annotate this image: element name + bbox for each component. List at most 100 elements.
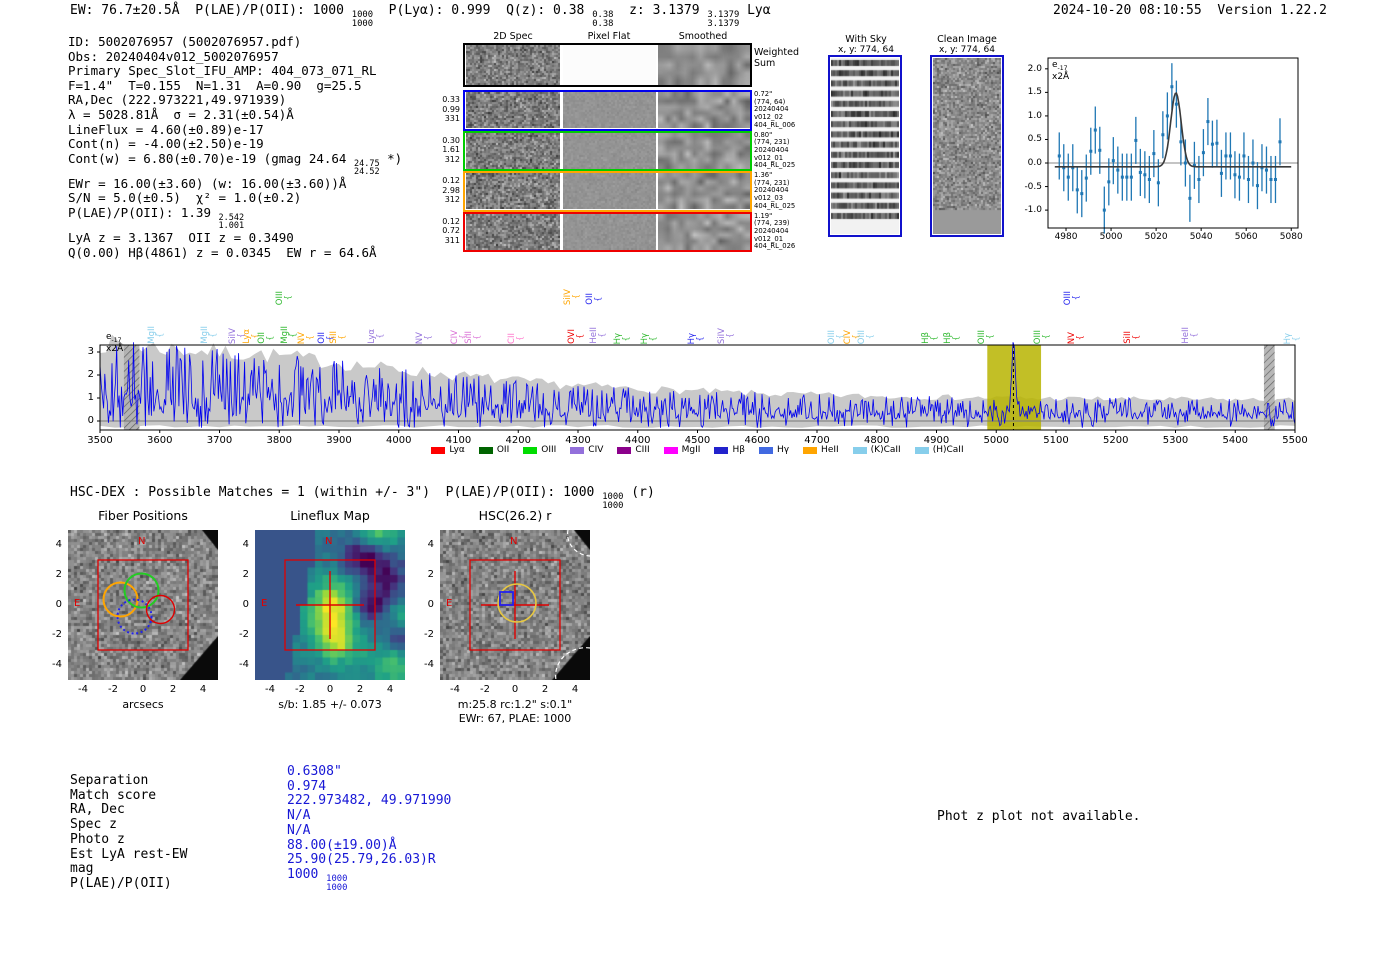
- emission-line-label: SiIV{: [716, 327, 735, 344]
- y-tick-label: 4: [427, 539, 434, 550]
- cutout-title: Lineflux Map: [290, 508, 370, 523]
- line-label-row: MgII{MgII{SiIV{Lyα{OII{OIII{MgII{NV{OII{…: [0, 268, 1400, 345]
- cutout-caption: m:25.8 rc:1.2" s:0.1": [457, 698, 573, 711]
- emission-line-label: CIV{: [843, 329, 861, 344]
- emission-line-label: Hγ{: [639, 332, 657, 344]
- x-tick-label: 3500: [87, 435, 113, 446]
- spec2d-row-pixelflat-image: [563, 173, 656, 209]
- emission-line-label: Hγ{: [1282, 332, 1300, 344]
- emission-line-label: OIII{: [826, 329, 844, 344]
- y-tick-label: 2: [242, 569, 249, 580]
- spectrum-legend: Lyα OII OIII CIV CIII MgII Hβ Hγ HeII (K)CaII (H)C…: [100, 445, 1295, 455]
- x-tick-label: 4400: [625, 435, 651, 446]
- legend-swatch: [478, 446, 493, 454]
- info-line: Obs: 20240404v012_5002076957: [68, 48, 279, 64]
- compass-east-label: E: [74, 598, 81, 609]
- legend-item: OIII: [523, 445, 556, 455]
- emission-line-label: NV{: [296, 331, 314, 344]
- x-tick-label: 5300: [1162, 435, 1189, 446]
- legend-item: Hβ: [714, 445, 745, 455]
- x-tick-label: 5000: [983, 435, 1009, 446]
- y-tick-label: 4: [242, 539, 249, 550]
- y-tick-label: 0.5: [1027, 134, 1042, 145]
- x-tick-label: 5040: [1189, 232, 1213, 242]
- lineflux-map-image: [255, 530, 405, 680]
- x-tick-label: 4800: [864, 435, 890, 446]
- spec2d-row-2dspec-image: [466, 92, 560, 128]
- clean-image: [933, 58, 1001, 234]
- info-line: LineFlux = 4.60(±0.89)e-17: [68, 121, 264, 137]
- x-tick-label: 4: [386, 684, 394, 695]
- x-tick-label: 5060: [1234, 232, 1258, 242]
- y-tick-label: -4: [424, 659, 434, 670]
- legend-item: Hγ: [758, 445, 789, 455]
- weighted-sum-label: Weighted Sum: [754, 47, 799, 69]
- x-tick-label: 2: [169, 684, 177, 695]
- emission-line-label: Lyα{: [241, 329, 260, 344]
- legend-swatch: [803, 446, 818, 454]
- legend-swatch: [663, 446, 678, 454]
- spec2d-row-pixelflat-image: [563, 92, 656, 128]
- legend-swatch: [617, 446, 632, 454]
- y-tick-label: 2: [427, 569, 434, 580]
- stacked-fraction: 1000 1000: [351, 10, 374, 29]
- x-tick-label: 2: [356, 684, 364, 695]
- x-tick-label: -2: [295, 684, 305, 695]
- y-tick-label: 2: [87, 369, 94, 380]
- legend-swatch: [852, 446, 867, 454]
- x-tick-label: 4700: [804, 435, 830, 446]
- match-table-value: 1000 1000 1000: [287, 866, 348, 893]
- x-tick-label: -2: [108, 684, 118, 695]
- legend-item: CIV: [570, 445, 603, 455]
- sky-panel-coords: x, y: 774, 64: [939, 45, 995, 55]
- legend-swatch: [523, 446, 538, 454]
- info-line: Cont(n) = -4.00(±2.50)e-19: [68, 136, 264, 152]
- emission-line-label: OII{: [256, 332, 274, 344]
- y-tick-label: 1.5: [1027, 87, 1042, 98]
- x-tick-label: 4000: [386, 435, 412, 446]
- match-table-label: RA, Dec: [70, 802, 125, 818]
- emission-line-label: MgII{: [146, 326, 165, 344]
- x-tick-label: 4980: [1054, 232, 1078, 242]
- cutout-caption: s/b: 1.85 +/- 0.073: [278, 698, 382, 711]
- spec2d-row-left-labels: 0.12 0.72 311: [442, 216, 460, 245]
- timestamp-version: 2024-10-20 08:10:55 Version 1.22.2: [1053, 3, 1327, 18]
- match-table-label: Spec z: [70, 817, 117, 833]
- match-table-value: 88.00(±19.00)Å: [287, 837, 397, 853]
- info-line: P(LAE)/P(OII): 1.39 2.542 1.001: [68, 204, 245, 232]
- spec2d-row-2dspec-image: [466, 132, 560, 169]
- match-table-label: Separation: [70, 773, 149, 788]
- legend-swatch: [714, 446, 729, 454]
- spec2d-row-2dspec-image: [466, 173, 560, 209]
- weighted-sum-border: [463, 43, 752, 87]
- x-tick-label: 4900: [923, 435, 950, 446]
- spec2d-row-smoothed-image: [658, 92, 750, 128]
- axis-units-annotation: e -17 x2Å: [1052, 60, 1070, 83]
- spec2d-column-header: Pixel Flat: [587, 31, 631, 42]
- legend-item: (H)CaII: [914, 445, 964, 455]
- match-table-label: Match score: [70, 787, 157, 803]
- axis-units-annotation: e -17 x2Å: [106, 332, 124, 355]
- y-tick-label: 2.0: [1027, 63, 1042, 74]
- spec2d-row-left-labels: 0.30 1.61 312: [442, 135, 460, 164]
- emission-line-label: MgII{: [200, 326, 218, 344]
- legend-swatch: [758, 446, 773, 454]
- emission-line-label: SiII{: [1122, 331, 1140, 344]
- compass-north-label: N: [510, 536, 518, 547]
- match-table-value: N/A: [287, 808, 311, 824]
- spec2d-row-smoothed-image: [658, 213, 750, 250]
- x-tick-label: 5400: [1222, 435, 1248, 446]
- compass-east-label: E: [261, 598, 268, 609]
- info-line: Cont(w) = 6.80(±0.70)e-19 (gmag 24.64 24…: [68, 150, 403, 178]
- y-tick-label: -4: [239, 659, 249, 670]
- sky-panel-title: Clean Image: [937, 34, 997, 45]
- spec2d-row-right-labels: 1.19" (774, 239) 20240404 v012_01 404_RL_026: [754, 211, 796, 251]
- weighted-2dspec-image: [466, 45, 560, 85]
- weighted-smoothed-image: [658, 45, 750, 85]
- cutout-title: Fiber Positions: [98, 508, 188, 523]
- sky-panel-border: [828, 55, 902, 237]
- emission-line-label: NV{: [415, 331, 433, 344]
- x-tick-label: -4: [265, 684, 275, 695]
- legend-item: Lyα: [431, 445, 465, 455]
- spec2d-row-border: [463, 90, 752, 131]
